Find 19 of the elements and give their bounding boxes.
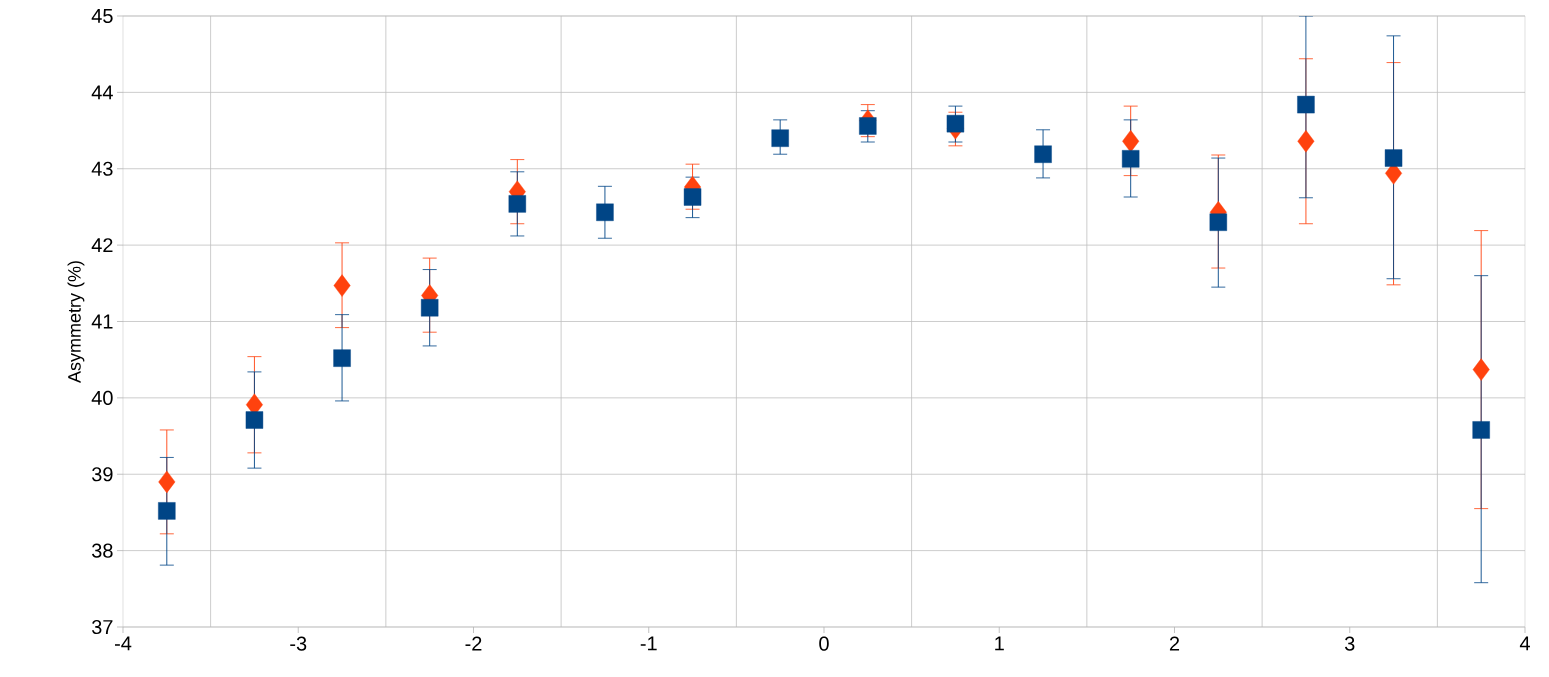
y-tick-label: 43 (91, 161, 113, 176)
y-tick-label: 40 (91, 390, 113, 405)
y-tick-label: 44 (91, 85, 113, 100)
x-tick-label: 2 (1169, 636, 1180, 651)
x-tick-label: 3 (1344, 636, 1355, 651)
y-axis-title: Asymmetry (%) (67, 261, 85, 383)
y-tick-label: 45 (91, 9, 113, 23)
y-tick-label: 39 (91, 467, 113, 482)
x-tick-label: 0 (819, 636, 829, 651)
y-tick-label: 38 (91, 543, 113, 558)
x-tick-label: 4 (1519, 636, 1530, 651)
x-tick-label: 1 (995, 636, 1004, 651)
x-tick-label: -4 (115, 636, 132, 651)
y-tick-label: 42 (91, 238, 113, 253)
y-tick-label: 37 (91, 619, 113, 635)
x-tick-label: -1 (640, 636, 657, 651)
x-tick-label: -3 (290, 636, 307, 651)
y-tick-label: 41 (91, 314, 113, 329)
x-tick-label: -2 (465, 636, 482, 651)
